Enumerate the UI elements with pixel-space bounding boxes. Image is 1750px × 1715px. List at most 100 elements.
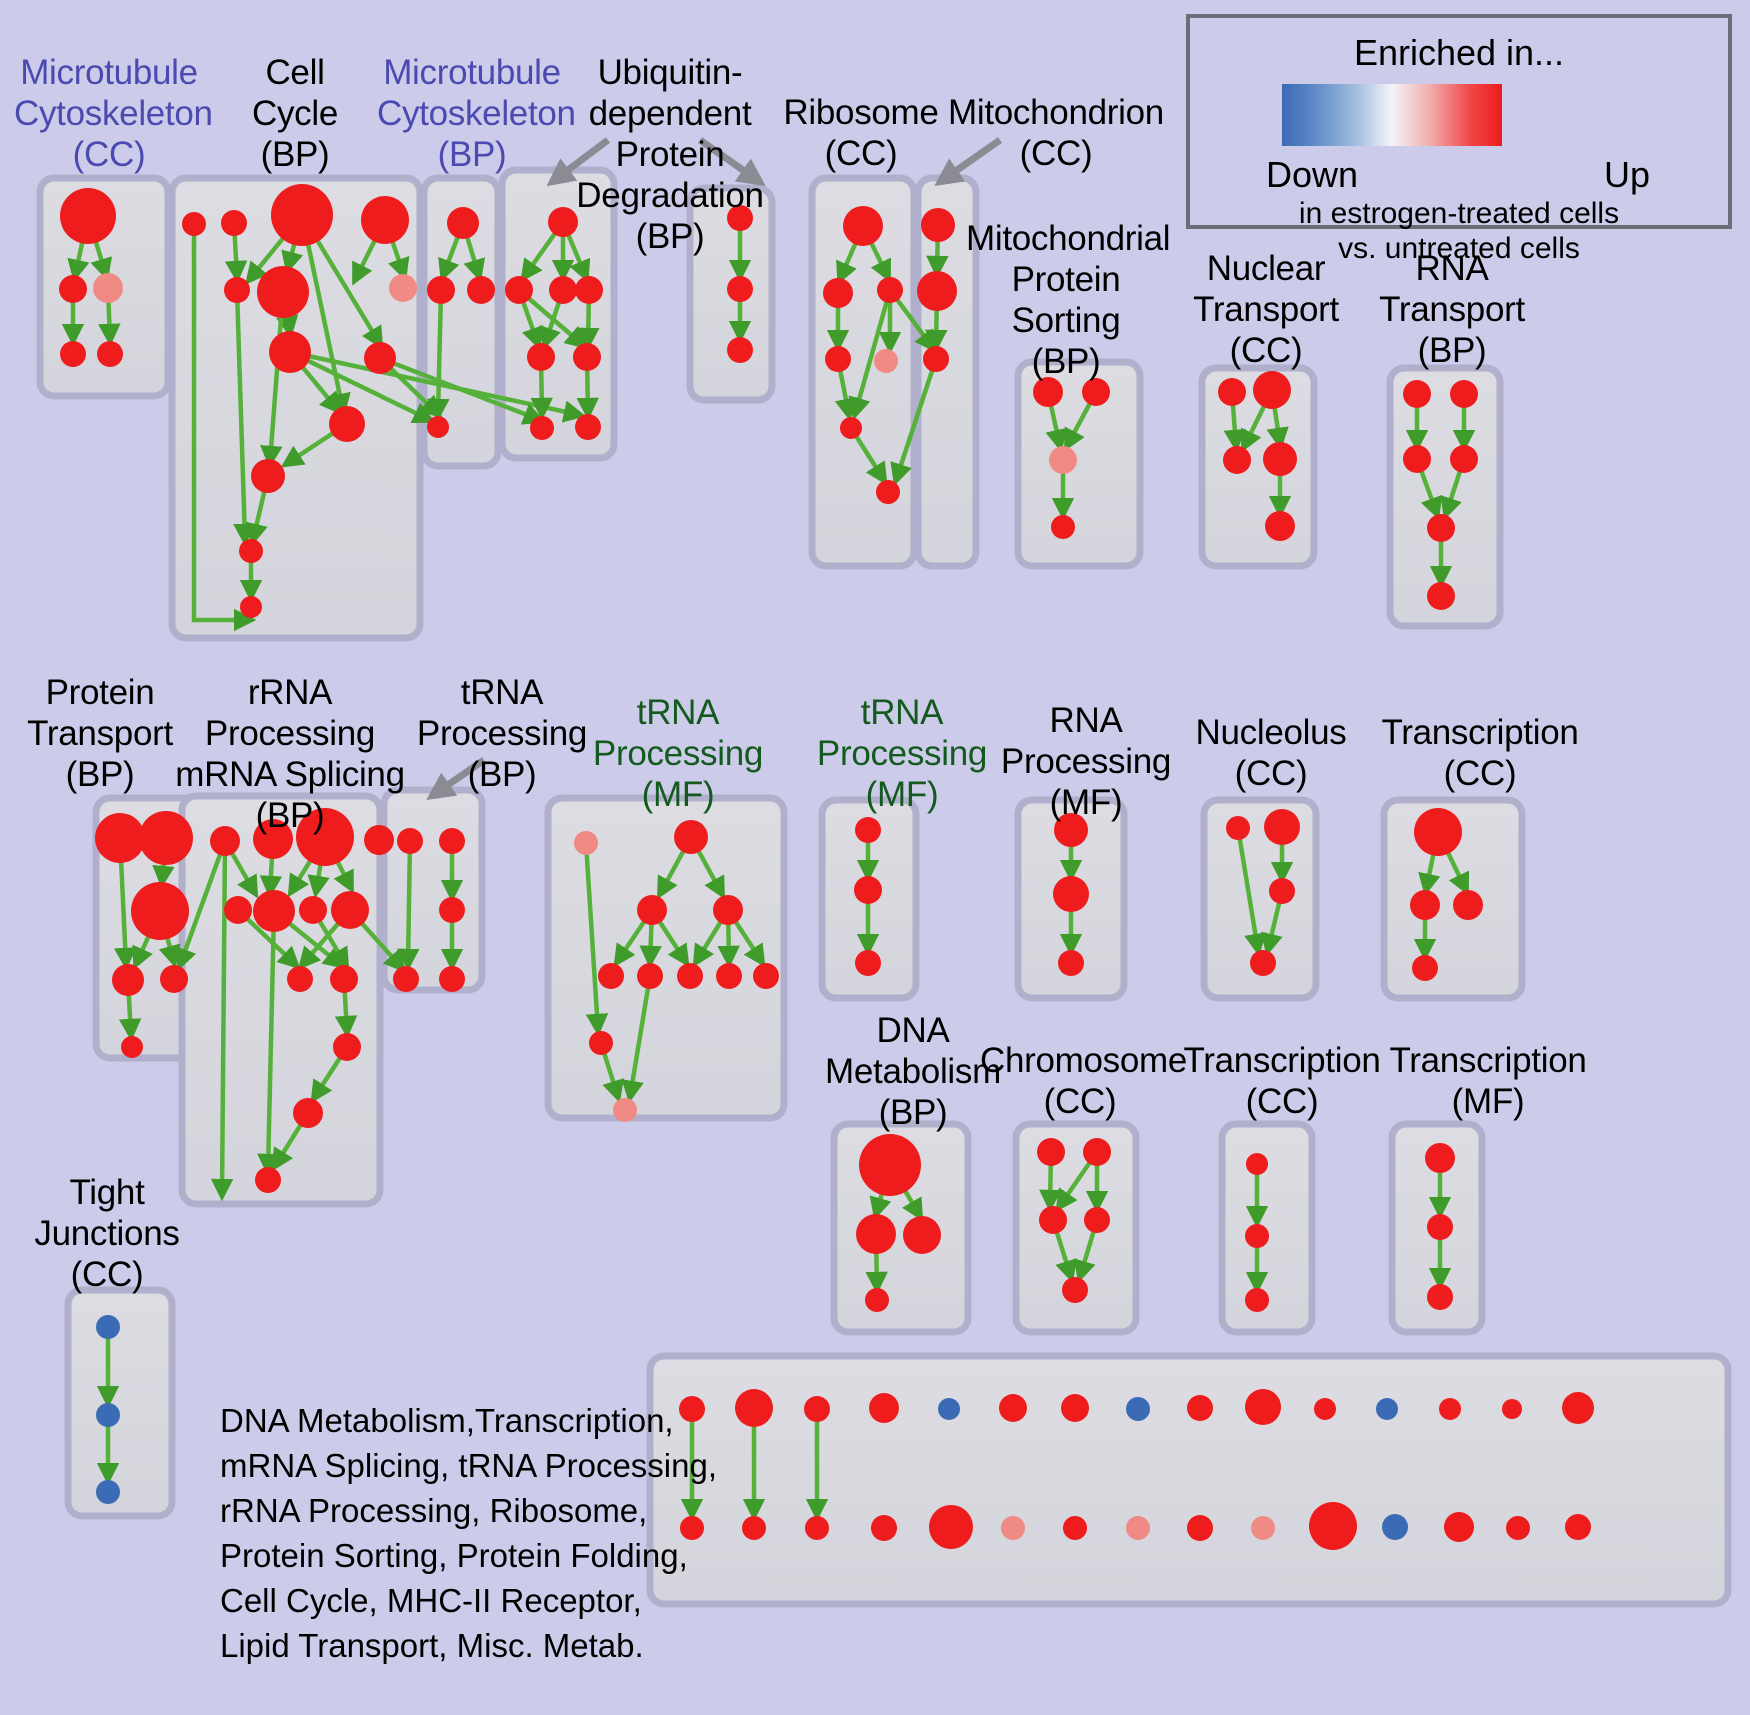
- network-node[interactable]: [1412, 955, 1438, 981]
- network-node[interactable]: [257, 266, 309, 318]
- network-node[interactable]: [1063, 1516, 1087, 1540]
- network-node[interactable]: [856, 1214, 896, 1254]
- network-node[interactable]: [1246, 1153, 1268, 1175]
- network-node[interactable]: [96, 1315, 120, 1339]
- network-node[interactable]: [1033, 377, 1063, 407]
- network-node[interactable]: [96, 1480, 120, 1504]
- network-node[interactable]: [224, 896, 252, 924]
- network-node[interactable]: [859, 1134, 921, 1196]
- network-node[interactable]: [825, 346, 851, 372]
- network-node[interactable]: [253, 819, 293, 859]
- network-node[interactable]: [921, 208, 955, 242]
- network-node[interactable]: [1251, 1516, 1275, 1540]
- network-node[interactable]: [637, 963, 663, 989]
- network-node[interactable]: [573, 343, 601, 371]
- network-node[interactable]: [1187, 1515, 1213, 1541]
- network-node[interactable]: [240, 596, 262, 618]
- network-node[interactable]: [447, 207, 479, 239]
- network-node[interactable]: [1051, 515, 1075, 539]
- network-node[interactable]: [1062, 1277, 1088, 1303]
- network-node[interactable]: [93, 273, 123, 303]
- network-node[interactable]: [1444, 1512, 1474, 1542]
- network-node[interactable]: [1414, 808, 1462, 856]
- network-node[interactable]: [1427, 1214, 1453, 1240]
- network-node[interactable]: [1314, 1398, 1336, 1420]
- network-node[interactable]: [1427, 582, 1455, 610]
- network-node[interactable]: [397, 828, 423, 854]
- network-node[interactable]: [60, 341, 86, 367]
- network-node[interactable]: [548, 207, 578, 237]
- network-node[interactable]: [804, 1396, 830, 1422]
- network-node[interactable]: [735, 1389, 773, 1427]
- network-node[interactable]: [589, 1031, 613, 1055]
- network-node[interactable]: [224, 277, 250, 303]
- network-node[interactable]: [1049, 446, 1077, 474]
- network-node[interactable]: [96, 1403, 120, 1427]
- network-node[interactable]: [239, 539, 263, 563]
- network-node[interactable]: [269, 331, 311, 373]
- network-node[interactable]: [160, 965, 188, 993]
- network-node[interactable]: [680, 1516, 704, 1540]
- network-node[interactable]: [1250, 950, 1276, 976]
- network-node[interactable]: [1245, 1224, 1269, 1248]
- network-node[interactable]: [1054, 813, 1088, 847]
- network-node[interactable]: [439, 828, 465, 854]
- network-node[interactable]: [805, 1516, 829, 1540]
- network-node[interactable]: [677, 963, 703, 989]
- network-node[interactable]: [1382, 1514, 1408, 1540]
- network-node[interactable]: [1502, 1399, 1522, 1419]
- network-node[interactable]: [389, 274, 417, 302]
- network-node[interactable]: [854, 876, 882, 904]
- network-node[interactable]: [938, 1398, 960, 1420]
- network-node[interactable]: [1223, 446, 1251, 474]
- network-node[interactable]: [364, 825, 394, 855]
- network-node[interactable]: [855, 950, 881, 976]
- network-node[interactable]: [1083, 1138, 1111, 1166]
- network-node[interactable]: [679, 1396, 705, 1422]
- network-node[interactable]: [742, 1516, 766, 1540]
- network-node[interactable]: [917, 271, 957, 311]
- network-node[interactable]: [1439, 1398, 1461, 1420]
- network-node[interactable]: [1453, 890, 1483, 920]
- network-node[interactable]: [843, 206, 883, 246]
- network-node[interactable]: [1264, 809, 1300, 845]
- network-node[interactable]: [1269, 878, 1295, 904]
- network-node[interactable]: [1506, 1516, 1530, 1540]
- network-node[interactable]: [1565, 1514, 1591, 1540]
- network-node[interactable]: [210, 826, 240, 856]
- network-node[interactable]: [1253, 371, 1291, 409]
- network-node[interactable]: [1410, 890, 1440, 920]
- network-node[interactable]: [903, 1216, 941, 1254]
- network-node[interactable]: [716, 963, 742, 989]
- network-node[interactable]: [131, 882, 189, 940]
- network-node[interactable]: [427, 276, 455, 304]
- network-node[interactable]: [876, 480, 900, 504]
- network-node[interactable]: [182, 212, 206, 236]
- network-node[interactable]: [296, 808, 354, 866]
- network-node[interactable]: [598, 963, 624, 989]
- network-node[interactable]: [329, 406, 365, 442]
- network-node[interactable]: [330, 965, 358, 993]
- network-node[interactable]: [59, 275, 87, 303]
- network-node[interactable]: [112, 964, 144, 996]
- network-node[interactable]: [439, 966, 465, 992]
- network-node[interactable]: [361, 196, 409, 244]
- network-node[interactable]: [1403, 445, 1431, 473]
- network-node[interactable]: [1037, 1138, 1065, 1166]
- network-node[interactable]: [95, 813, 145, 863]
- network-node[interactable]: [1001, 1516, 1025, 1540]
- network-node[interactable]: [1058, 950, 1084, 976]
- network-node[interactable]: [753, 963, 779, 989]
- network-node[interactable]: [999, 1394, 1027, 1422]
- network-node[interactable]: [527, 343, 555, 371]
- network-node[interactable]: [1425, 1143, 1455, 1173]
- network-node[interactable]: [1427, 1284, 1453, 1310]
- network-node[interactable]: [613, 1098, 637, 1122]
- network-node[interactable]: [331, 891, 369, 929]
- network-node[interactable]: [575, 276, 603, 304]
- network-node[interactable]: [1039, 1206, 1067, 1234]
- network-node[interactable]: [929, 1505, 973, 1549]
- network-node[interactable]: [637, 895, 667, 925]
- network-node[interactable]: [1376, 1398, 1398, 1420]
- network-node[interactable]: [1245, 1288, 1269, 1312]
